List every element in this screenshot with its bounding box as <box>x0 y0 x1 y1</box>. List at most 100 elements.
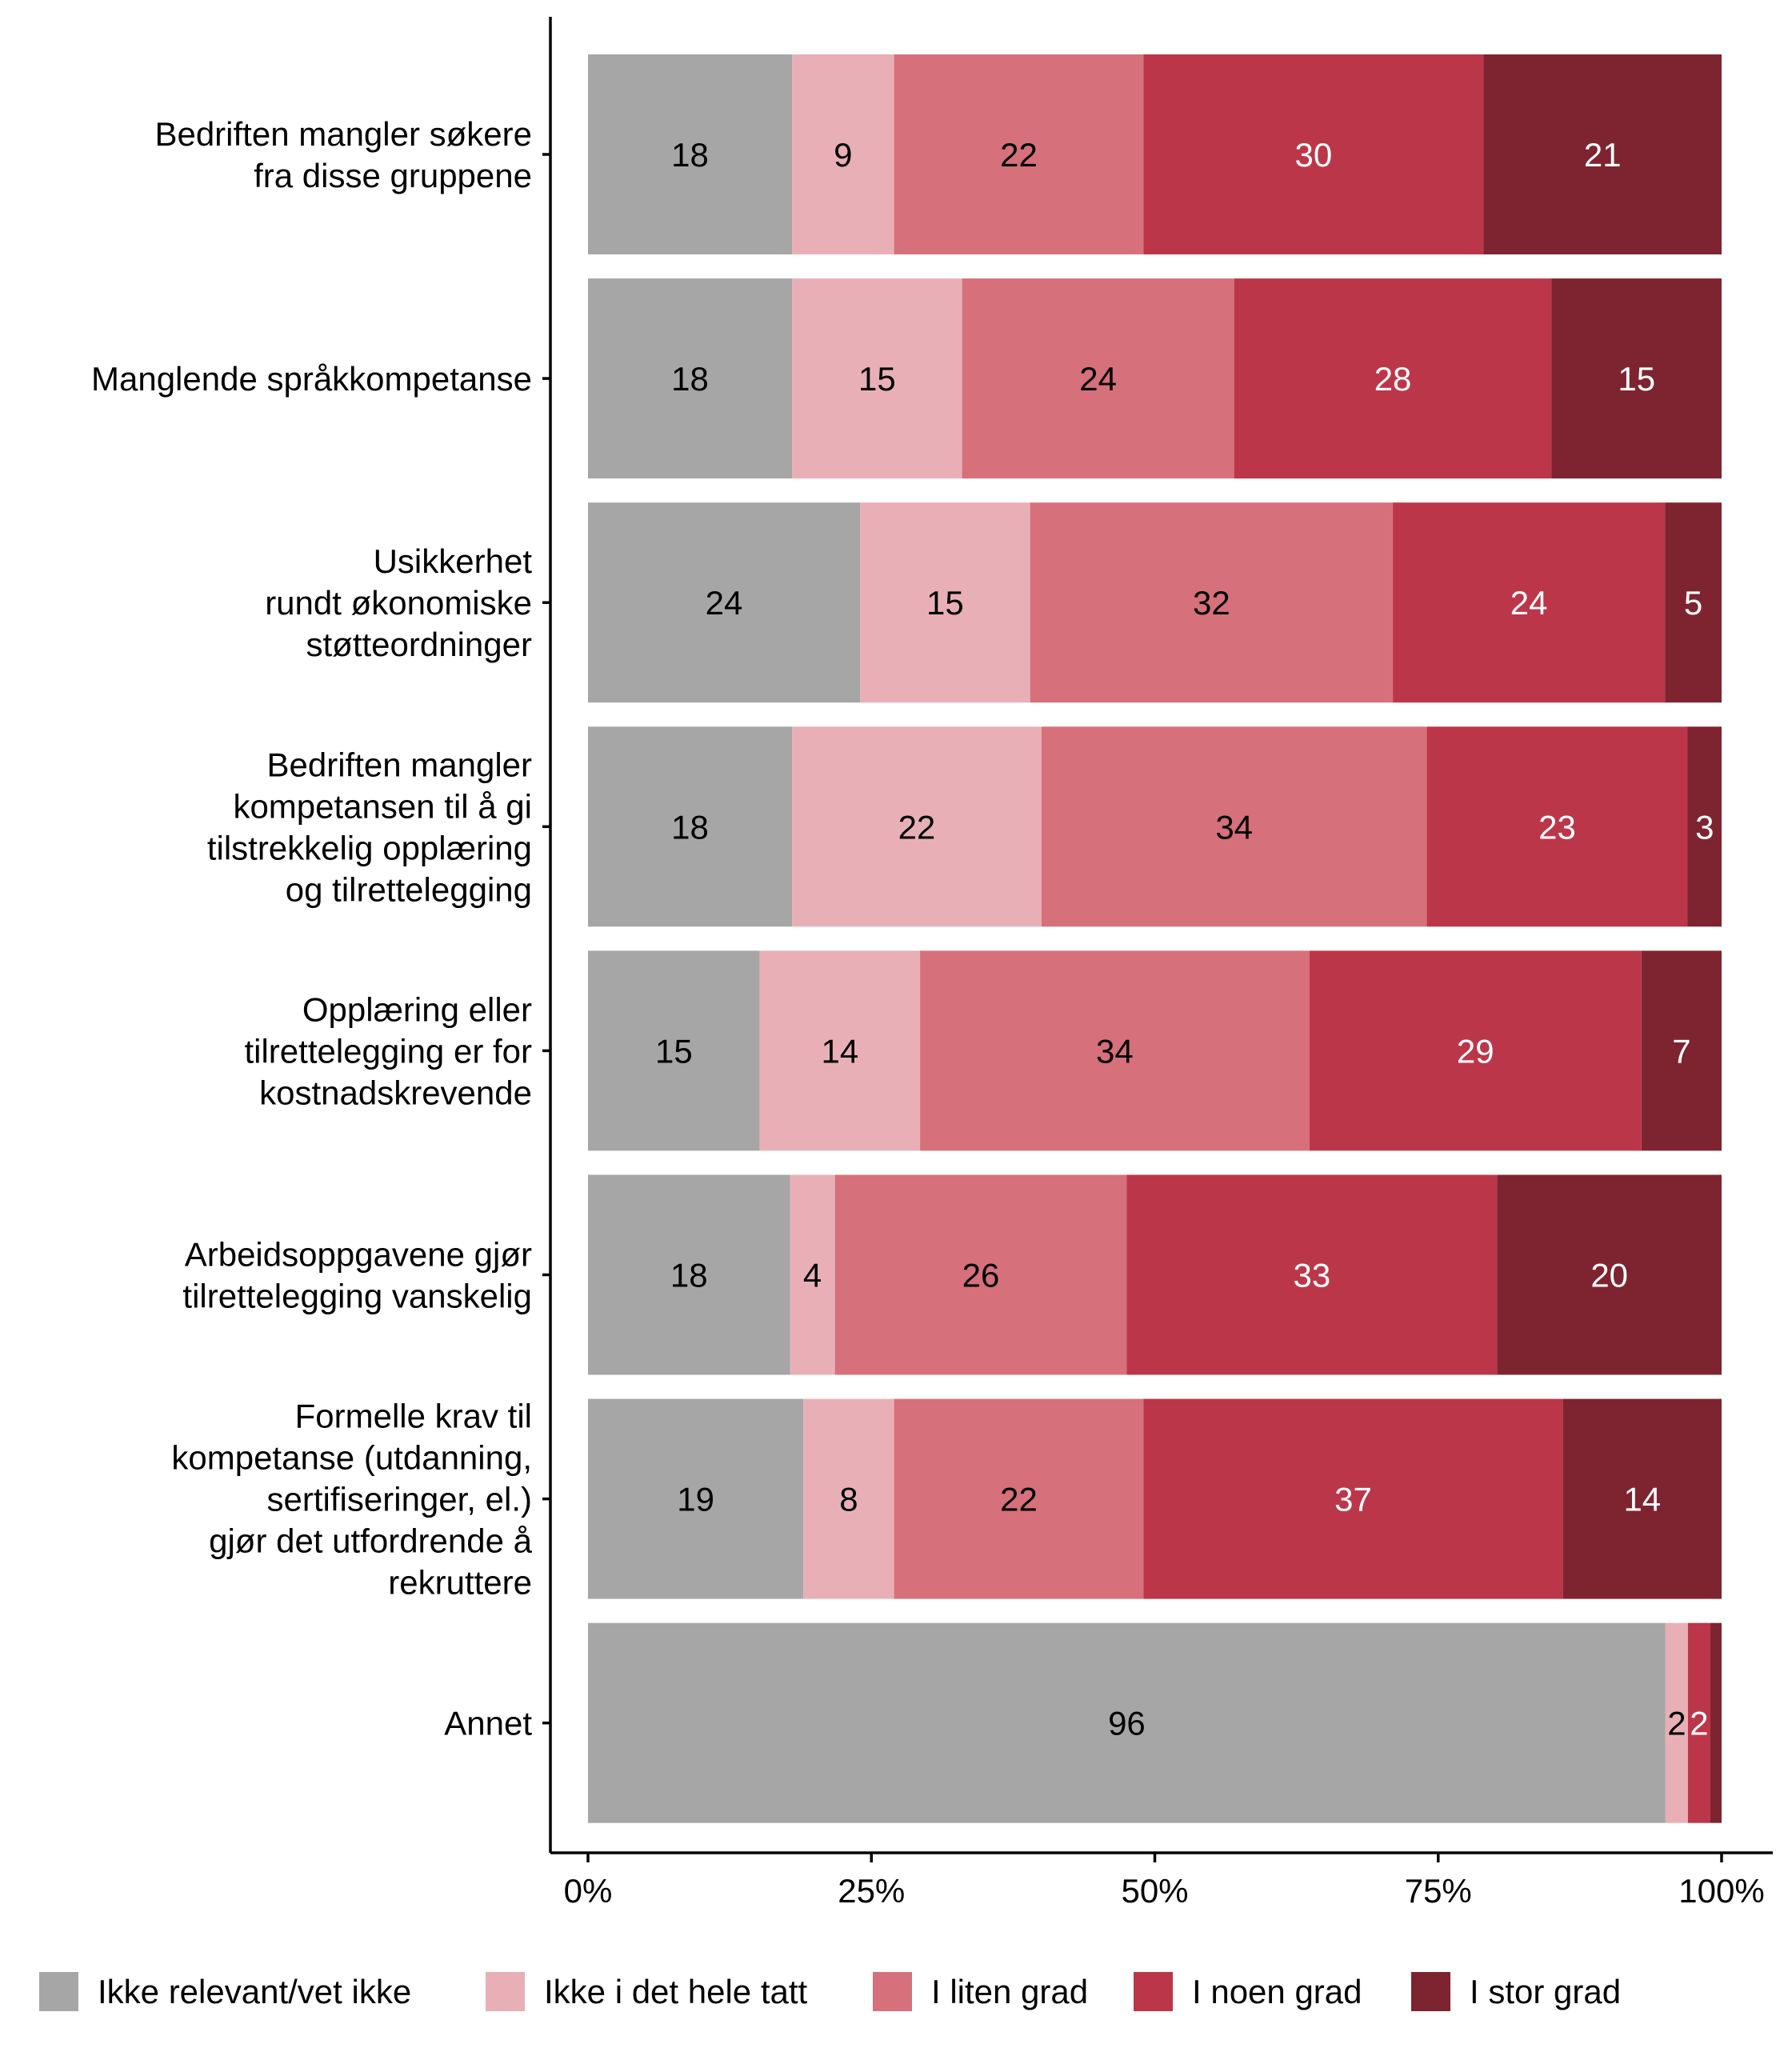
data-label: 9 <box>834 136 852 174</box>
bar-segment <box>1551 278 1722 479</box>
data-label: 3 <box>1695 808 1714 846</box>
bar-segment <box>759 950 921 1151</box>
category-label: Bedriften mangler søkere fra disse gruppe… <box>154 115 532 194</box>
bar-segment <box>588 502 861 703</box>
data-label: 37 <box>1334 1481 1372 1518</box>
bar-segment <box>1143 1398 1563 1599</box>
x-tick-label: 100% <box>1678 1872 1764 1910</box>
data-label: 34 <box>1096 1032 1134 1070</box>
bar-segment <box>588 950 760 1151</box>
category-label: Manglende språkkompetanse <box>91 360 532 398</box>
legend: Ikke relevant/vet ikke Ikke i det hele ta… <box>39 1972 1621 2011</box>
data-label: 23 <box>1538 808 1576 846</box>
bar-segment <box>962 278 1234 479</box>
bar-segment <box>1665 1622 1688 1823</box>
bar-segment <box>1562 1398 1722 1599</box>
bar-segment <box>790 1174 835 1375</box>
bar-segment <box>1483 54 1722 254</box>
bar-segment <box>1426 726 1688 927</box>
legend-item: Ikke relevant/vet ikke <box>39 1972 411 2011</box>
data-label: 18 <box>671 360 709 398</box>
data-label: 34 <box>1215 808 1253 846</box>
data-label: 18 <box>671 136 709 174</box>
data-label: 24 <box>706 584 743 622</box>
legend-swatch <box>39 1972 78 2011</box>
bar-segment <box>1030 502 1394 703</box>
data-label: 21 <box>1584 136 1622 174</box>
bar-segment <box>792 726 1042 927</box>
legend-item: Ikke i det hele tatt <box>486 1972 808 2011</box>
data-label: 33 <box>1294 1257 1331 1294</box>
legend-swatch <box>873 1972 912 2011</box>
category-labels: Bedriften mangler søkere fra disse gruppe… <box>91 115 550 1742</box>
x-tick-label: 50% <box>1121 1872 1188 1910</box>
x-axis-ticks: 0% 25% 50% 75% 100% <box>564 1853 1765 1910</box>
legend-label: Ikke relevant/vet ikke <box>98 1973 411 2010</box>
bar-segment <box>1234 278 1552 479</box>
data-label: 2 <box>1667 1705 1686 1742</box>
bar-segment <box>803 1398 894 1599</box>
data-label: 32 <box>1193 584 1230 622</box>
bar-segment <box>588 1622 1666 1823</box>
data-label: 18 <box>671 808 709 846</box>
bar-segment <box>860 502 1030 703</box>
bar-segment <box>792 278 962 479</box>
legend-label: I noen grad <box>1192 1973 1362 2010</box>
legend-label: I stor grad <box>1470 1973 1621 2010</box>
bar-segment <box>1641 950 1722 1151</box>
legend-swatch <box>486 1972 525 2011</box>
legend-swatch <box>1134 1972 1173 2011</box>
data-label: 4 <box>803 1257 822 1294</box>
data-label: 15 <box>926 584 964 622</box>
bar-segment <box>894 54 1144 254</box>
bar-segment <box>588 1398 804 1599</box>
x-tick-label: 75% <box>1405 1872 1472 1910</box>
data-label: 14 <box>822 1032 859 1070</box>
bars-layer <box>588 54 1722 1823</box>
x-tick-label: 0% <box>564 1872 613 1910</box>
bar-segment <box>1710 1622 1722 1823</box>
data-label: 15 <box>858 360 896 398</box>
data-label: 24 <box>1510 584 1548 622</box>
data-label: 24 <box>1079 360 1117 398</box>
bar-segment <box>588 726 793 927</box>
bar-segment <box>1126 1174 1498 1375</box>
data-label: 22 <box>1000 136 1038 174</box>
legend-swatch <box>1411 1972 1450 2011</box>
bar-segment <box>1665 502 1722 703</box>
category-label: Arbeidsoppgavene gjør tilrettelegging van… <box>182 1236 532 1315</box>
legend-item: I stor grad <box>1411 1972 1621 2011</box>
data-label: 8 <box>839 1481 858 1518</box>
data-label: 2 <box>1690 1705 1708 1742</box>
bar-segment <box>1143 54 1484 254</box>
bar-segment <box>920 950 1310 1151</box>
legend-label: Ikke i det hele tatt <box>544 1973 808 2010</box>
bar-segment <box>834 1174 1127 1375</box>
bar-segment <box>1497 1174 1722 1375</box>
data-label: 19 <box>677 1481 714 1518</box>
data-label: 5 <box>1684 584 1702 622</box>
data-label: 26 <box>962 1257 1000 1294</box>
category-label: Bedriften mangler kompetansen til å gi til… <box>207 746 532 908</box>
bar-segment <box>1393 502 1666 703</box>
data-label: 22 <box>898 808 936 846</box>
legend-item: I liten grad <box>873 1972 1088 2011</box>
data-label: 15 <box>1618 360 1655 398</box>
legend-item: I noen grad <box>1134 1972 1362 2011</box>
legend-label: I liten grad <box>931 1973 1088 2010</box>
data-label: 20 <box>1590 1257 1628 1294</box>
bar-segment <box>1041 726 1427 927</box>
data-label: 29 <box>1457 1032 1494 1070</box>
bar-segment <box>792 54 894 254</box>
data-label: 22 <box>1000 1481 1038 1518</box>
bar-segment <box>894 1398 1144 1599</box>
category-label: Annet <box>444 1705 532 1742</box>
bar-segment <box>588 1174 790 1375</box>
data-label: 96 <box>1108 1705 1146 1742</box>
data-label: 28 <box>1374 360 1412 398</box>
data-label: 7 <box>1672 1032 1690 1070</box>
bar-segment <box>1687 726 1722 927</box>
x-tick-label: 25% <box>838 1872 905 1910</box>
